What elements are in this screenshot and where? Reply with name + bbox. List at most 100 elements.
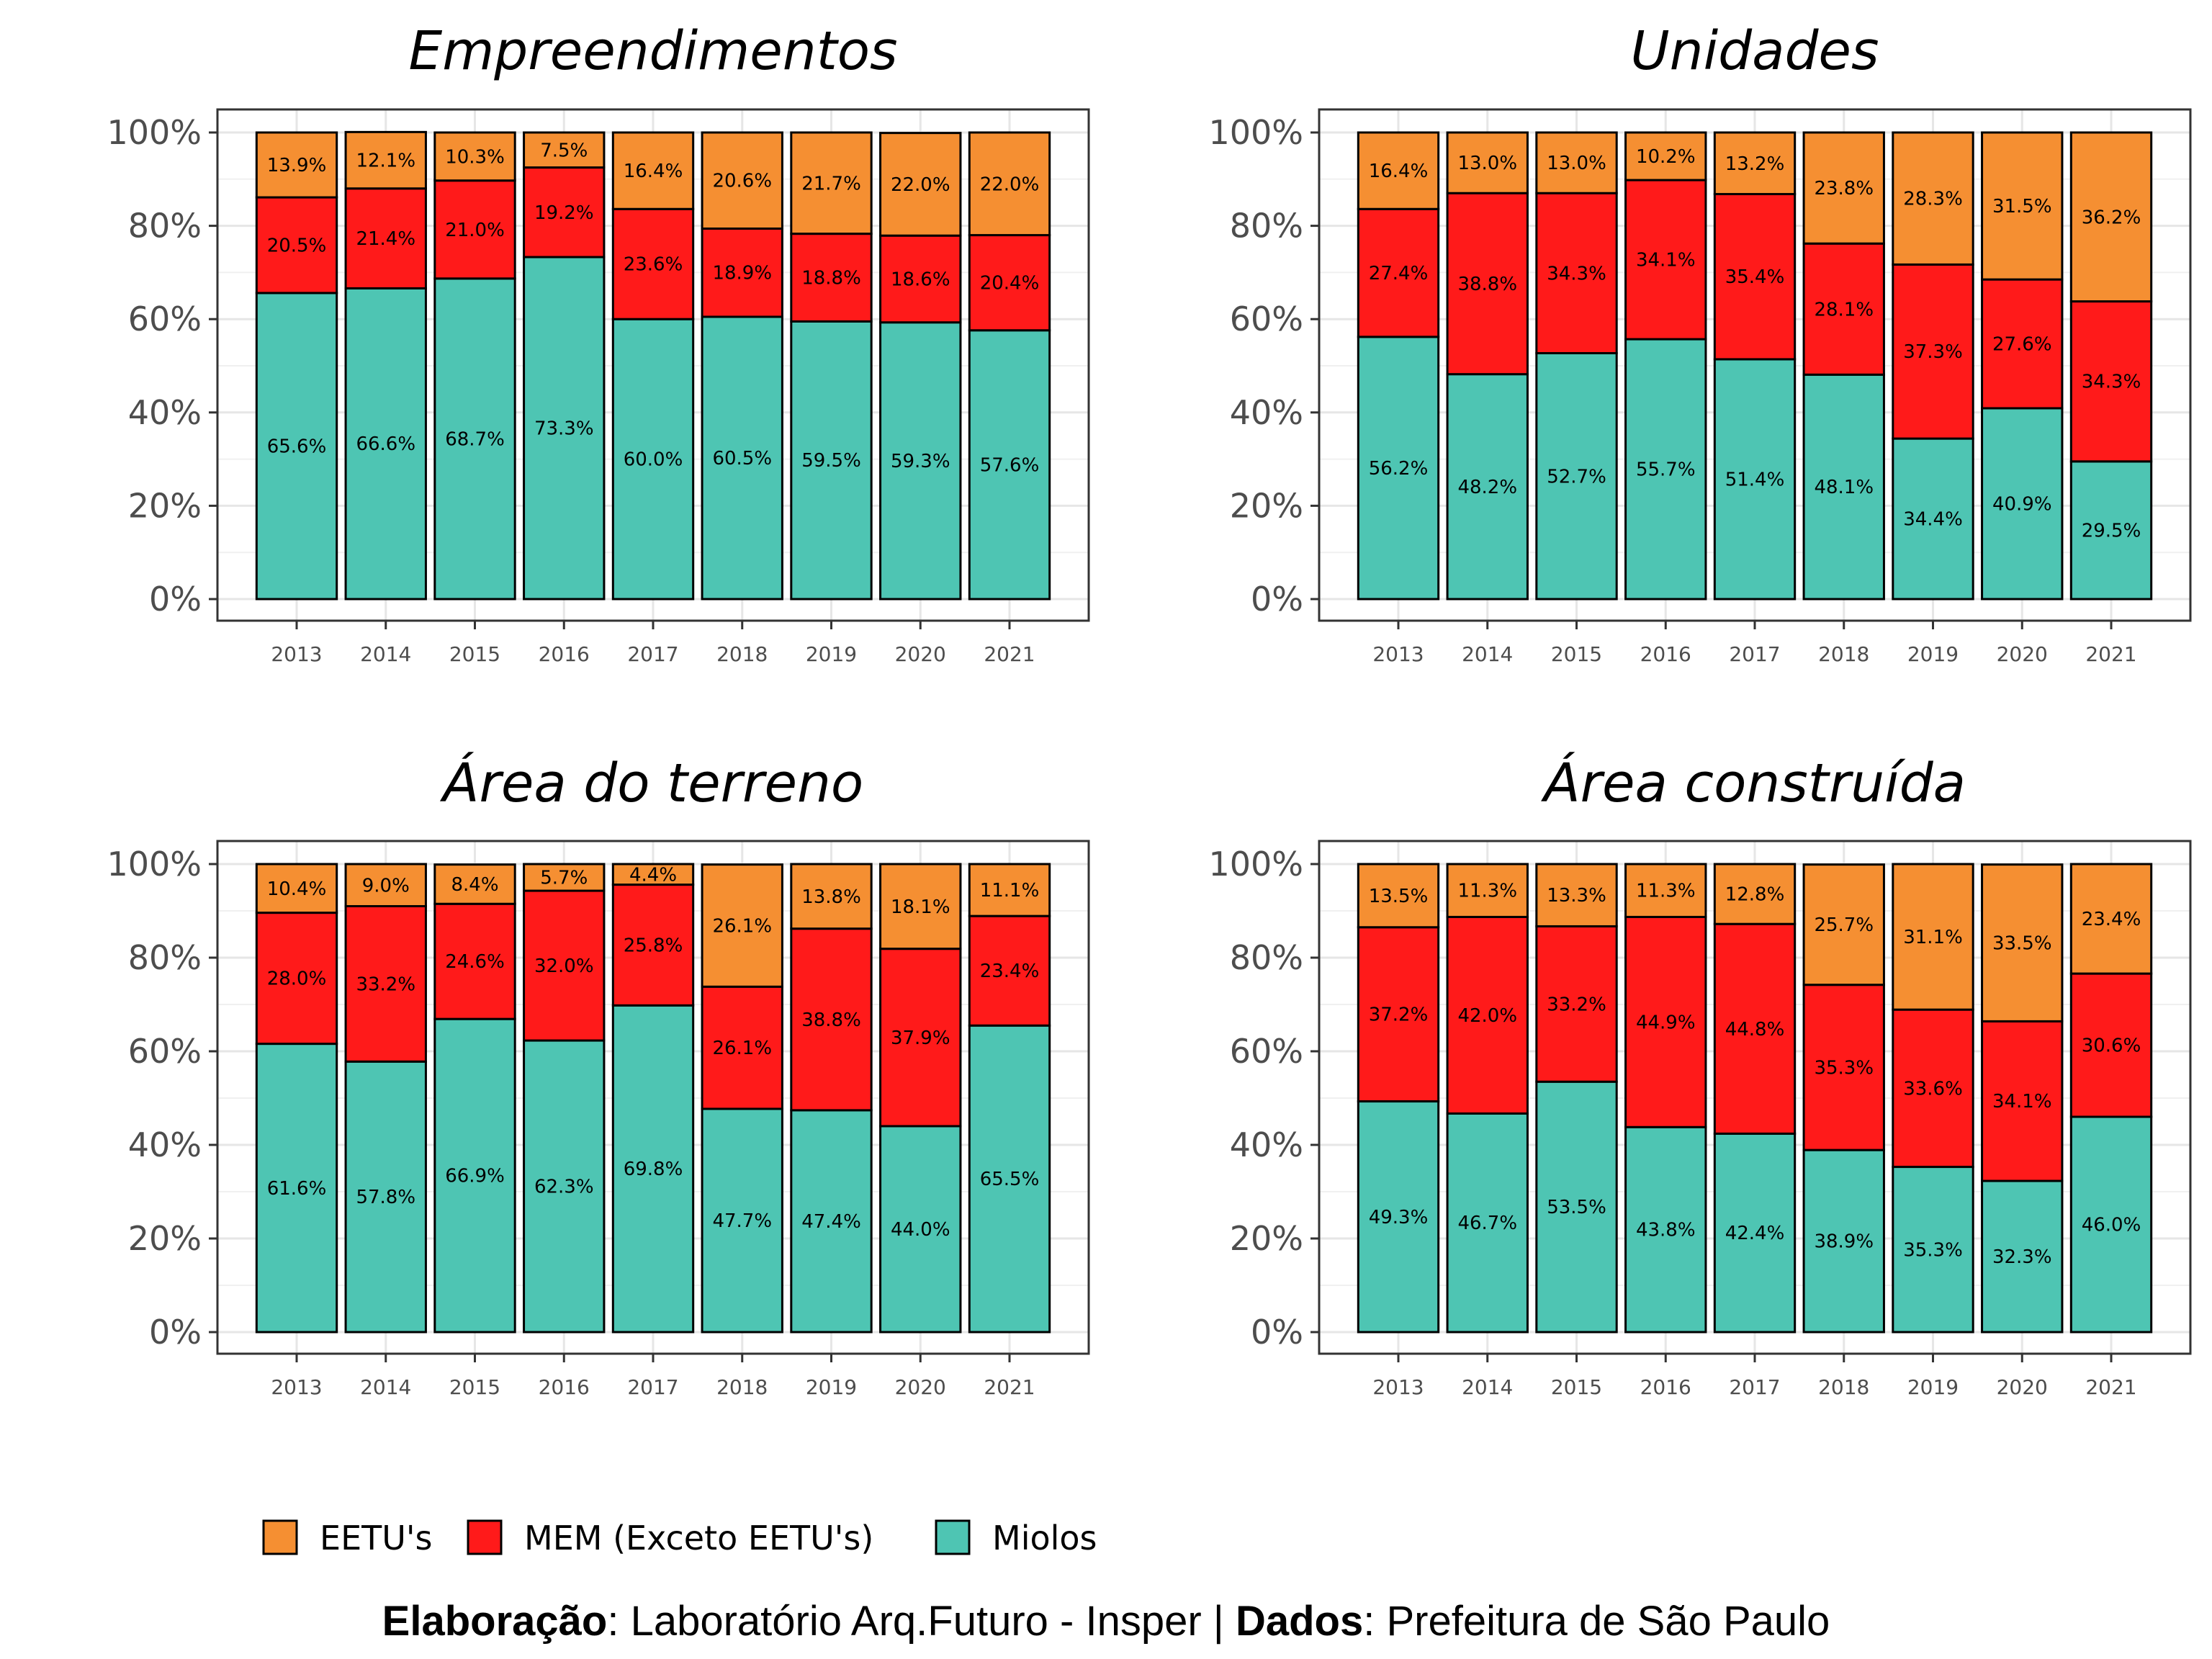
x-tick-label-2019: 2019 [806, 1375, 857, 1399]
bar-eetu-s-2013 [1357, 863, 1440, 929]
x-tick-label-2013: 2013 [271, 1375, 322, 1399]
y-tick-label: 100% [1208, 113, 1303, 152]
bar-label-eetu-s-2020: 22.0% [891, 174, 950, 196]
x-tick-label-2015: 2015 [1551, 642, 1602, 666]
legend-label-eetu-s: EETU's [320, 1519, 433, 1557]
bar-miolos-2016 [1624, 338, 1707, 601]
bar-label-mem-exceto-eetu-s-2013: 28.0% [267, 968, 327, 990]
bar-label-eetu-s-2016: 11.3% [1636, 881, 1696, 902]
bar-label-eetu-s-2020: 33.5% [1992, 933, 2052, 955]
bar-label-mem-exceto-eetu-s-2020: 37.9% [891, 1028, 950, 1049]
bar-label-mem-exceto-eetu-s-2016: 32.0% [534, 956, 594, 977]
bar-miolos-2021 [2069, 1115, 2153, 1334]
bar-mem-exceto-eetu-s-2017 [1713, 193, 1797, 361]
bar-mem-exceto-eetu-s-2020 [1981, 278, 2064, 410]
panel-area-do-terreno: 61.6% 28.0% 10.4% 57.8% 33.2% 9.0% 66.9% 24.6% 8… [107, 751, 1090, 1399]
bar-miolos-2021 [968, 1024, 1051, 1334]
bar-label-miolos-2018: 38.9% [1814, 1231, 1874, 1253]
bar-eetu-s-2014 [344, 130, 427, 190]
bar-mem-exceto-eetu-s-2021 [968, 234, 1051, 332]
bar-eetu-s-2014 [344, 863, 427, 907]
bar-label-mem-exceto-eetu-s-2017: 44.8% [1725, 1019, 1785, 1040]
bar-label-mem-exceto-eetu-s-2016: 44.9% [1636, 1012, 1696, 1033]
bar-mem-exceto-eetu-s-2019 [1892, 1008, 1974, 1169]
y-tick-label: 100% [1208, 845, 1303, 884]
bar-label-eetu-s-2017: 16.4% [624, 161, 683, 182]
x-tick-label-2015: 2015 [449, 642, 500, 666]
bar-eetu-s-2020 [1981, 131, 2064, 281]
bar-miolos-2013 [1357, 336, 1440, 601]
bar-mem-exceto-eetu-s-2016 [1624, 179, 1707, 341]
bar-label-eetu-s-2017: 13.2% [1725, 153, 1785, 175]
bar-mem-exceto-eetu-s-2014 [344, 187, 427, 289]
bar-miolos-2013 [255, 292, 338, 601]
x-tick-label-2013: 2013 [1372, 1375, 1424, 1399]
bar-mem-exceto-eetu-s-2015 [433, 179, 516, 280]
bar-label-miolos-2018: 48.1% [1814, 477, 1874, 498]
bar-label-miolos-2021: 29.5% [2082, 520, 2141, 541]
bar-label-miolos-2021: 65.5% [980, 1169, 1040, 1190]
x-tick-label-2017: 2017 [1729, 642, 1780, 666]
y-tick-label: 80% [1230, 207, 1303, 246]
bar-eetu-s-2015 [1535, 131, 1618, 194]
bar-mem-exceto-eetu-s-2021 [2069, 972, 2153, 1118]
bar-label-eetu-s-2021: 22.0% [980, 174, 1040, 195]
x-tick-label-2017: 2017 [1729, 1375, 1780, 1399]
bar-label-eetu-s-2018: 26.1% [712, 915, 772, 937]
y-tick-label: 80% [128, 207, 202, 246]
bar-label-eetu-s-2015: 8.4% [451, 874, 498, 896]
bar-label-miolos-2013: 56.2% [1369, 458, 1429, 480]
bar-label-mem-exceto-eetu-s-2020: 34.1% [1992, 1091, 2052, 1112]
bar-mem-exceto-eetu-s-2019 [790, 927, 873, 1112]
bar-label-miolos-2020: 59.3% [891, 451, 950, 472]
bar-eetu-s-2017 [1713, 131, 1797, 196]
y-tick-label: 60% [1230, 300, 1303, 338]
x-tick-label-2021: 2021 [2085, 642, 2136, 666]
bar-label-eetu-s-2020: 31.5% [1992, 196, 2052, 217]
bar-label-miolos-2013: 65.6% [267, 436, 327, 457]
bar-miolos-2016 [523, 1039, 606, 1334]
x-tick-label-2021: 2021 [984, 642, 1035, 666]
bar-mem-exceto-eetu-s-2014 [344, 905, 427, 1063]
bar-mem-exceto-eetu-s-2018 [1802, 984, 1885, 1151]
bar-label-mem-exceto-eetu-s-2020: 27.6% [1992, 334, 2052, 356]
bar-label-mem-exceto-eetu-s-2017: 25.8% [624, 935, 683, 956]
panel-area-construida: 49.3% 37.2% 13.5% 46.7% 42.0% 11.3% 53.5% 33.2%… [1208, 751, 2192, 1399]
legend: EETU's MEM (Exceto EETU's) Miolos [262, 1519, 1097, 1557]
bar-eetu-s-2016 [523, 863, 606, 892]
x-tick-label-2015: 2015 [449, 1375, 500, 1399]
y-tick-label: 20% [1230, 1219, 1303, 1258]
bar-label-mem-exceto-eetu-s-2013: 37.2% [1369, 1004, 1429, 1026]
bar-mem-exceto-eetu-s-2019 [1892, 263, 1974, 440]
bar-label-eetu-s-2013: 16.4% [1369, 161, 1429, 182]
bar-eetu-s-2017 [611, 863, 695, 886]
panel-title: Empreendimentos [408, 20, 897, 82]
bar-label-mem-exceto-eetu-s-2019: 33.6% [1903, 1078, 1963, 1100]
bar-label-eetu-s-2018: 25.7% [1814, 914, 1874, 936]
legend-key-eetu-s [262, 1519, 298, 1555]
bar-label-eetu-s-2019: 31.1% [1903, 927, 1963, 948]
bar-label-mem-exceto-eetu-s-2018: 35.3% [1814, 1057, 1874, 1079]
x-tick-label-2021: 2021 [984, 1375, 1035, 1399]
y-tick-label: 20% [128, 1219, 202, 1258]
bar-mem-exceto-eetu-s-2014 [1446, 192, 1529, 376]
bar-label-eetu-s-2013: 10.4% [267, 878, 327, 900]
bar-label-miolos-2021: 57.6% [980, 454, 1040, 476]
bar-miolos-2017 [611, 1004, 695, 1334]
bar-label-mem-exceto-eetu-s-2017: 23.6% [624, 254, 683, 276]
bar-label-mem-exceto-eetu-s-2021: 20.4% [980, 273, 1040, 295]
x-tick-label-2016: 2016 [539, 1375, 590, 1399]
bar-miolos-2014 [344, 287, 427, 601]
bar-mem-exceto-eetu-s-2018 [1802, 242, 1885, 376]
bar-label-mem-exceto-eetu-s-2013: 20.5% [267, 235, 327, 256]
y-tick-label: 60% [128, 1032, 202, 1071]
bar-label-eetu-s-2016: 10.2% [1636, 146, 1696, 168]
legend-key-miolos [935, 1519, 971, 1555]
bar-miolos-2014 [1446, 1112, 1529, 1334]
bar-label-mem-exceto-eetu-s-2018: 26.1% [712, 1038, 772, 1059]
bar-label-eetu-s-2013: 13.9% [267, 155, 327, 176]
caption: Elaboração: Laboratório Arq.Futuro - Ins… [0, 1597, 2212, 1645]
bar-mem-exceto-eetu-s-2020 [879, 234, 962, 324]
